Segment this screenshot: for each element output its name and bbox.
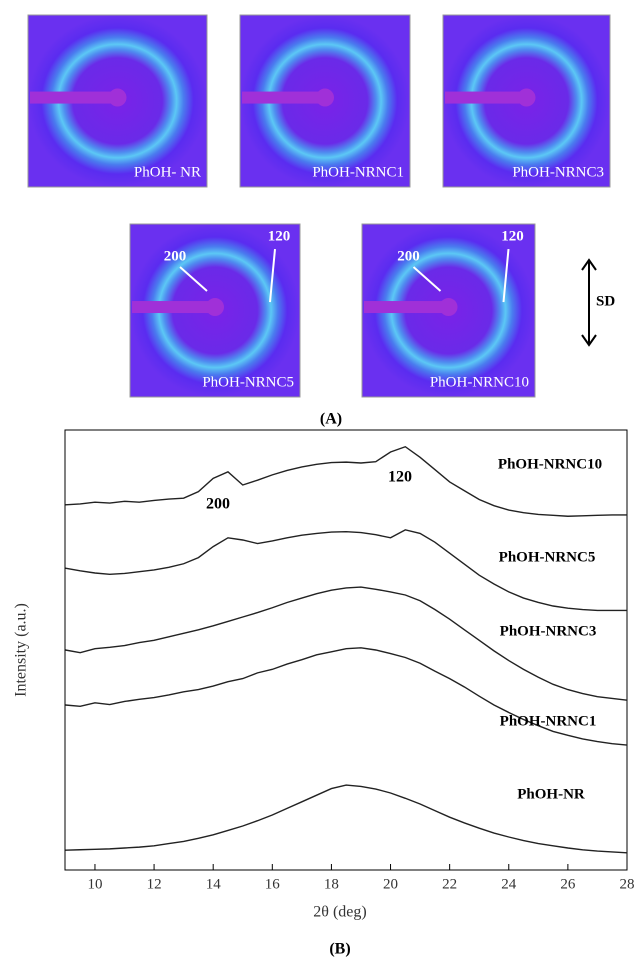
direction-label: SD: [596, 293, 615, 309]
x-axis-label: 2θ (deg): [313, 904, 366, 921]
ring-label: 200: [397, 248, 420, 264]
series-label: PhOH-NRNC1: [500, 713, 597, 729]
series-label: PhOH-NRNC3: [500, 623, 597, 639]
diffraction-images: PhOH- NR PhOH-NRNC1 PhOH-NRNC3 PhOH-NRNC5 20…: [28, 15, 610, 397]
beam-center: [109, 89, 127, 107]
image-label: PhOH-NRNC3: [512, 164, 604, 180]
beam-stop: [132, 301, 215, 313]
image-label: PhOH-NRNC1: [312, 164, 404, 180]
image-label: PhOH- NR: [134, 164, 201, 180]
x-tick-label: 28: [620, 876, 634, 892]
plot-frame: [65, 430, 627, 870]
x-tick-label: 22: [442, 876, 457, 892]
beam-center: [518, 89, 536, 107]
direction-arrow: SD: [582, 260, 615, 345]
y-axis-label: Intensity (a.u.): [13, 603, 30, 697]
beam-stop: [30, 92, 118, 104]
diffraction-image: PhOH-NRNC3: [443, 15, 610, 187]
series-label: PhOH-NR: [517, 786, 585, 802]
x-tick-label: 16: [265, 876, 281, 892]
x-tick-label: 24: [501, 876, 517, 892]
x-tick-label: 14: [206, 876, 222, 892]
x-tick-label: 12: [147, 876, 162, 892]
annotation: 120: [388, 469, 412, 486]
beam-center: [440, 298, 458, 316]
diffraction-image: PhOH-NRNC1: [240, 15, 410, 187]
beam-stop: [242, 92, 325, 104]
chart-caption: (B): [329, 941, 350, 958]
xrd-curve: [65, 648, 627, 745]
beam-stop: [445, 92, 527, 104]
diffraction-image: PhOH-NRNC10 200 120: [362, 224, 535, 397]
series-label: PhOH-NRNC5: [499, 549, 596, 565]
beam-center: [206, 298, 224, 316]
beam-stop: [364, 301, 449, 313]
xrd-curve: [65, 530, 627, 611]
panel-caption: (A): [320, 411, 342, 428]
beam-center: [316, 89, 334, 107]
diffraction-image: PhOH- NR: [28, 15, 207, 187]
x-tick-label: 18: [324, 876, 339, 892]
image-label: PhOH-NRNC10: [430, 374, 529, 390]
annotation: 200: [206, 496, 230, 513]
ring-label: 200: [164, 248, 187, 264]
x-tick-label: 20: [383, 876, 398, 892]
figure: PhOH- NR PhOH-NRNC1 PhOH-NRNC3 PhOH-NRNC5 20…: [0, 0, 634, 969]
series-label: PhOH-NRNC10: [498, 456, 602, 472]
diffraction-image: PhOH-NRNC5 200 120: [130, 224, 300, 397]
image-label: PhOH-NRNC5: [202, 374, 294, 390]
ring-label: 120: [268, 228, 291, 244]
x-tick-label: 10: [87, 876, 102, 892]
x-tick-label: 26: [560, 876, 576, 892]
ring-label: 120: [501, 228, 524, 244]
